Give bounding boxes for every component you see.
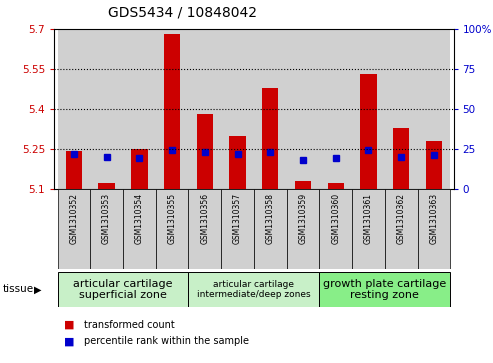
Bar (393, 127, 409, 189)
Bar (229, 135, 246, 189)
Bar (418, 189, 450, 269)
Bar (319, 272, 450, 307)
Bar (90, 189, 123, 269)
Text: GSM1310361: GSM1310361 (364, 193, 373, 244)
Text: GSM1310362: GSM1310362 (397, 193, 406, 244)
Bar (58, 272, 188, 307)
Text: tissue: tissue (2, 285, 34, 294)
Text: GSM1310359: GSM1310359 (298, 193, 308, 244)
Text: ■: ■ (64, 336, 74, 346)
Bar (286, 189, 319, 269)
Bar (262, 87, 279, 189)
Bar (295, 181, 311, 189)
Bar (188, 272, 319, 307)
Bar (352, 29, 385, 189)
Text: GSM1310360: GSM1310360 (331, 193, 340, 244)
Text: ▶: ▶ (34, 285, 41, 294)
Text: percentile rank within the sample: percentile rank within the sample (84, 336, 249, 346)
Text: GSM1310358: GSM1310358 (266, 193, 275, 244)
Bar (164, 34, 180, 189)
Bar (385, 189, 418, 269)
Text: articular cartilage
intermediate/deep zones: articular cartilage intermediate/deep zo… (197, 280, 311, 299)
Bar (286, 29, 319, 189)
Bar (254, 29, 286, 189)
Bar (327, 183, 344, 189)
Bar (123, 29, 156, 189)
Text: GSM1310354: GSM1310354 (135, 193, 144, 244)
Bar (360, 74, 377, 189)
Bar (58, 189, 90, 269)
Bar (131, 149, 147, 189)
Bar (385, 29, 418, 189)
Bar (319, 189, 352, 269)
Bar (58, 29, 90, 189)
Bar (188, 29, 221, 189)
Bar (66, 151, 82, 189)
Text: GSM1310352: GSM1310352 (70, 193, 78, 244)
Text: GSM1310363: GSM1310363 (429, 193, 438, 244)
Bar (156, 189, 188, 269)
Bar (197, 114, 213, 189)
Bar (156, 29, 188, 189)
Text: articular cartilage
superficial zone: articular cartilage superficial zone (73, 279, 173, 300)
Bar (254, 189, 286, 269)
Text: GSM1310355: GSM1310355 (168, 193, 176, 244)
Text: ■: ■ (64, 320, 74, 330)
Bar (319, 29, 352, 189)
Bar (90, 29, 123, 189)
Bar (418, 29, 450, 189)
Text: GSM1310353: GSM1310353 (102, 193, 111, 244)
Text: transformed count: transformed count (84, 320, 175, 330)
Text: GSM1310356: GSM1310356 (200, 193, 210, 244)
Bar (188, 189, 221, 269)
Bar (221, 29, 254, 189)
Bar (221, 189, 254, 269)
Text: growth plate cartilage
resting zone: growth plate cartilage resting zone (323, 279, 447, 300)
Text: GSM1310357: GSM1310357 (233, 193, 242, 244)
Bar (123, 189, 156, 269)
Bar (99, 183, 115, 189)
Bar (426, 141, 442, 189)
Text: GDS5434 / 10848042: GDS5434 / 10848042 (108, 6, 257, 20)
Bar (352, 189, 385, 269)
